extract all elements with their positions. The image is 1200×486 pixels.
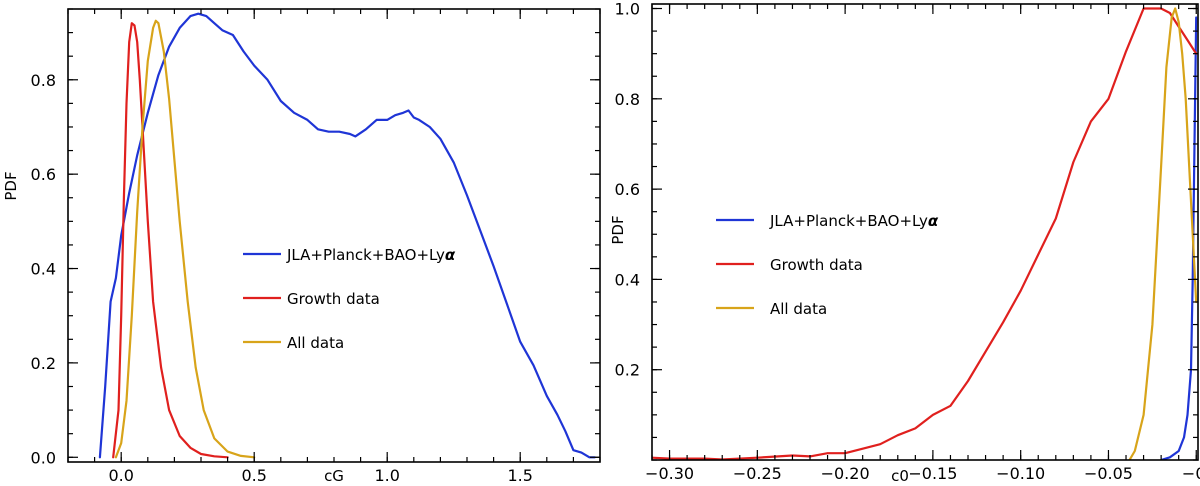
right-x-tick-label: −0.25 xyxy=(733,464,782,483)
left-series-line-2 xyxy=(112,22,229,459)
left-y-tick-label: 0.2 xyxy=(31,354,56,373)
left-y-tick-label: 0.0 xyxy=(31,448,56,467)
right-y-tick-label: 0.2 xyxy=(615,361,640,380)
left-x-tick-label: 0.5 xyxy=(241,466,266,485)
right-series-line-3 xyxy=(1128,7,1198,460)
right-x-axis-label: c0 xyxy=(891,467,909,485)
left-y-tick-label: 0.6 xyxy=(31,165,56,184)
right-legend-label-1: JLA+Planck+BAO+Lyα xyxy=(769,212,939,230)
right-x-tick-label: −0. xyxy=(1182,464,1200,483)
right-legend-label-3: All data xyxy=(770,300,827,318)
right-x-tick-label: −0.10 xyxy=(996,464,1045,483)
left-legend-label-3: All data xyxy=(287,334,344,352)
right-x-tick-label: −0.15 xyxy=(908,464,957,483)
right-x-tick-label: −0.20 xyxy=(821,464,870,483)
left-y-tick-label: 0.8 xyxy=(31,71,56,90)
left-x-tick-label: 1.0 xyxy=(374,466,399,485)
left-x-tick-label: 0.0 xyxy=(108,466,133,485)
left-y-axis-label: PDF xyxy=(2,171,20,200)
left-legend-label-2: Growth data xyxy=(287,290,380,308)
right-series-line-2 xyxy=(652,7,1198,460)
right-chart: c0 PDF −0.30 −0.25 −0.20 −0.15 −0.10 −0.05 −0.… xyxy=(609,0,1200,485)
right-x-tick-label: −0.05 xyxy=(1084,464,1133,483)
right-y-tick-label: 0.6 xyxy=(615,180,640,199)
left-x-tick-label: 1.5 xyxy=(507,466,532,485)
right-x-tick-label: −0.30 xyxy=(645,464,694,483)
right-y-tick-label: 0.4 xyxy=(615,270,640,289)
left-series-line-3 xyxy=(114,19,256,459)
left-chart: cG PDF 0.0 0.5 1.0 1.5 0.0 0.2 0.4 0.6 0.8 JLA+Pl… xyxy=(2,8,601,485)
right-y-tick-label: 0.8 xyxy=(615,90,640,109)
left-legend: JLA+Planck+BAO+Lyα Growth data All data xyxy=(243,246,456,352)
left-x-axis-label: cG xyxy=(324,467,344,485)
right-y-tick-label: 1.0 xyxy=(615,0,640,19)
left-y-tick-label: 0.4 xyxy=(31,260,56,279)
left-series-line-1 xyxy=(98,12,596,459)
right-y-axis-label: PDF xyxy=(609,215,627,244)
right-plot-frame xyxy=(651,3,1199,461)
right-legend-label-2: Growth data xyxy=(770,256,863,274)
left-legend-label-1: JLA+Planck+BAO+Lyα xyxy=(286,246,456,264)
right-legend: JLA+Planck+BAO+Lyα Growth data All data xyxy=(716,212,939,318)
